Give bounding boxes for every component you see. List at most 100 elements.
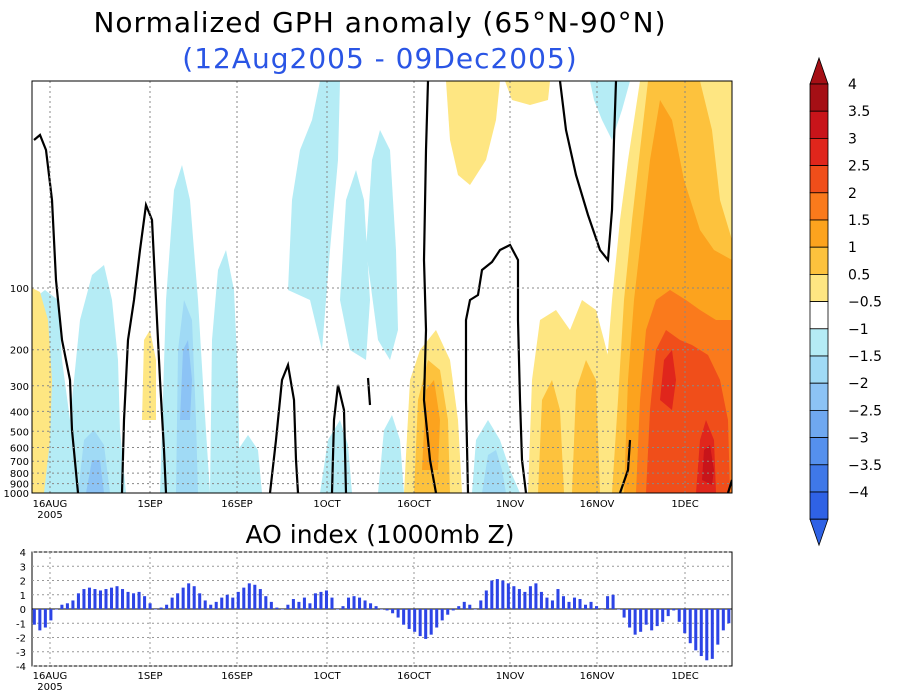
colorbar-top-arrow [809, 56, 829, 85]
ao-bar [462, 601, 466, 609]
ao-bar [104, 589, 108, 609]
colorbar-segment [809, 301, 829, 330]
ao-bar [170, 597, 174, 609]
ao-bar [578, 599, 582, 609]
anomaly-region-neg15 [180, 340, 192, 420]
ao-bar [369, 603, 373, 609]
ao-bar [413, 609, 417, 632]
anomaly-region-neg7 [340, 170, 370, 360]
ao-bar [159, 607, 163, 609]
ao-bar [501, 580, 505, 609]
ao-bar [126, 591, 130, 609]
anomaly-region-pos16 [660, 350, 676, 410]
ao-bar [644, 609, 648, 625]
ao-bar [672, 609, 676, 611]
ao-bar [93, 589, 97, 609]
ao-bar [517, 589, 521, 609]
ao-bar [154, 609, 158, 610]
x-tick-label: 16OCT [397, 499, 432, 510]
ao-y-tick-label: 2 [20, 577, 26, 588]
x-tick-label: 1SEP [137, 499, 162, 510]
ao-bar [286, 604, 290, 609]
ao-bar [76, 593, 80, 609]
colorbar-segment [809, 110, 829, 139]
zero-contour [726, 479, 732, 493]
ao-bar [330, 597, 334, 609]
anomaly-region-pos17 [702, 445, 714, 485]
ao-bar [572, 597, 577, 609]
colorbar-label: −3 [848, 431, 869, 447]
ao-y-tick-label: -3 [16, 648, 26, 659]
anomaly-region-neg16 [86, 460, 104, 493]
ao-y-tick-label: 1 [20, 591, 26, 602]
ao-bar [688, 609, 692, 644]
ao-bar [363, 600, 367, 609]
colorbar-segment [809, 273, 829, 302]
ao-bar [611, 594, 615, 609]
colorbar-label: −2.5 [848, 403, 882, 419]
ao-bar [187, 583, 191, 609]
ao-bar [236, 591, 240, 609]
ao-bar [391, 609, 395, 614]
ao-bar [313, 593, 317, 609]
ao-bar [429, 609, 433, 635]
ao-bar [683, 609, 687, 634]
ao-bar [98, 590, 102, 609]
ao-bar [341, 606, 345, 609]
ao-bar [435, 609, 439, 628]
ao-bar [280, 609, 284, 610]
colorbar-segment [809, 83, 829, 112]
zero-contour [330, 384, 348, 493]
ao-bar [457, 606, 461, 609]
ao-bar [352, 596, 356, 609]
colorbar-label: 2.5 [848, 159, 870, 175]
colorbar-segment [809, 355, 829, 384]
y-tick-label: 1000 [4, 489, 29, 500]
ao-bar [490, 580, 494, 609]
y-tick-label: 800 [10, 469, 29, 480]
ao-bar [302, 597, 306, 609]
ao-bar [545, 597, 549, 609]
anomaly-region-pos4 [446, 81, 500, 185]
ao-bar [534, 583, 538, 609]
ao-bar [639, 609, 643, 632]
x-tick-label: 1DEC [671, 499, 698, 510]
anomaly-region-pos1 [32, 288, 52, 493]
colorbar-label: −1 [848, 322, 869, 338]
ao-bar [721, 609, 725, 631]
ao-bar [567, 601, 571, 609]
ao-bar [335, 609, 340, 610]
ao-bar [528, 586, 532, 609]
ao-bar [87, 587, 91, 609]
anomaly-region-pos10 [572, 360, 600, 493]
colorbar-segment [809, 165, 829, 194]
colorbar-label: −4 [848, 485, 869, 501]
anomaly-region-neg5 [232, 435, 262, 493]
ao-bar [484, 590, 488, 609]
ao-bar [253, 584, 257, 609]
zero-contour [120, 200, 168, 493]
anomaly-region-pos11b [422, 380, 440, 470]
ao-bar [622, 609, 626, 618]
ao-bar [358, 597, 362, 609]
ao-bar [628, 609, 632, 628]
ao-x-tick-label: 16OCT [397, 671, 432, 682]
zero-contour [618, 439, 632, 493]
ao-bar [319, 591, 323, 609]
ao-bar [132, 593, 136, 609]
colorbar-segment [809, 192, 829, 221]
ao-bar [727, 609, 731, 624]
ao-bar [539, 591, 543, 609]
ao-bar [231, 597, 235, 609]
y-tick-label: 200 [10, 346, 29, 357]
ao-bar [203, 600, 207, 609]
ao-bar [699, 609, 703, 657]
ao-bar [275, 607, 279, 609]
ao-bar [43, 609, 47, 628]
ao-chart-title: AO index (1000mb Z) [245, 520, 515, 549]
colorbar-segment [809, 137, 829, 166]
ao-bar [374, 606, 378, 609]
zero-contour [422, 81, 438, 493]
ao-bar [633, 609, 637, 635]
